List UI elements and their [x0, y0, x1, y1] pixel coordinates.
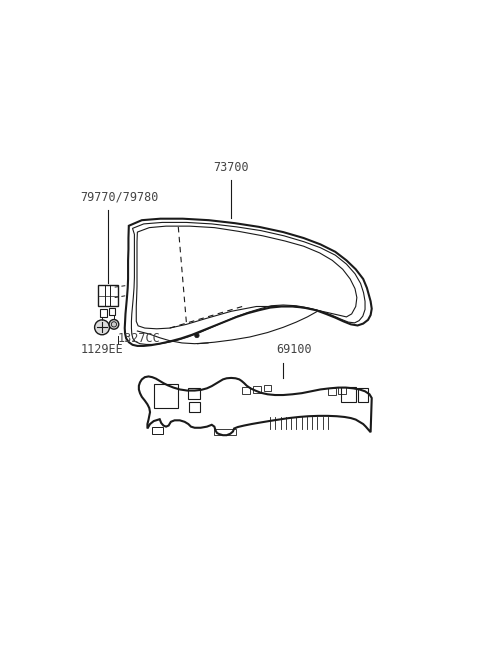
Bar	[98, 285, 118, 306]
Bar	[215, 429, 236, 435]
Bar	[253, 386, 261, 393]
Circle shape	[109, 319, 119, 329]
Bar	[154, 384, 178, 408]
Circle shape	[195, 333, 199, 338]
Bar	[188, 388, 200, 399]
Bar	[338, 387, 347, 394]
Bar	[242, 387, 250, 394]
Text: 73700: 73700	[213, 161, 249, 173]
Text: 79770/79780: 79770/79780	[81, 191, 159, 204]
Bar	[264, 386, 271, 392]
Bar	[100, 309, 107, 317]
Bar	[358, 388, 368, 401]
Bar	[109, 308, 115, 315]
Bar	[190, 403, 200, 412]
Bar	[328, 388, 336, 395]
Bar	[341, 387, 356, 403]
Text: 1129EE: 1129EE	[81, 343, 123, 356]
Bar	[152, 427, 163, 434]
Text: 69100: 69100	[276, 343, 312, 356]
Circle shape	[95, 320, 109, 335]
Text: 1327CC: 1327CC	[118, 332, 160, 345]
